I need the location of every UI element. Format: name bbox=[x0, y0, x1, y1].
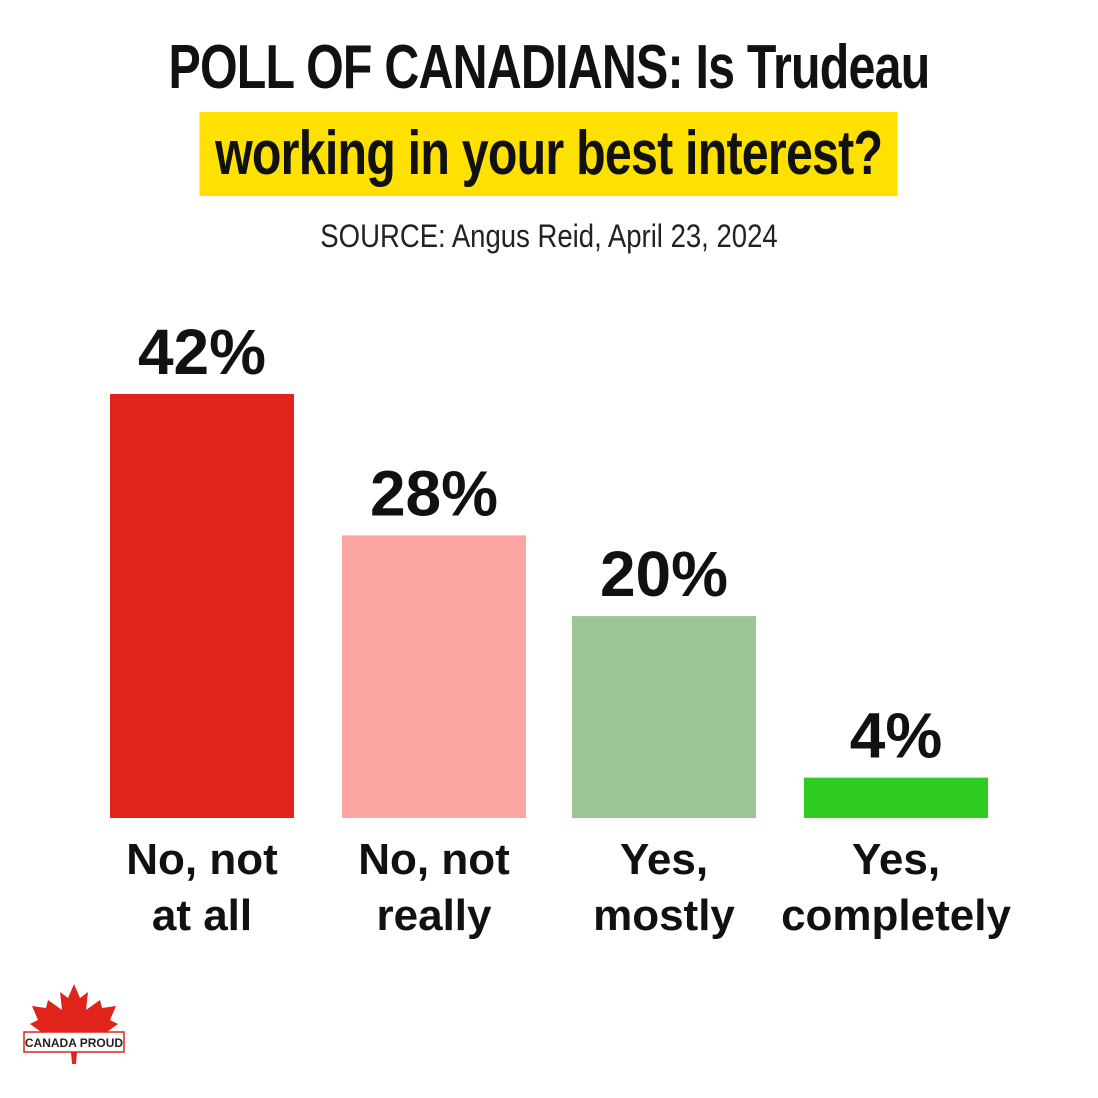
maple-leaf-stem bbox=[71, 1052, 77, 1064]
category-label-no-not-really-line-2: really bbox=[377, 891, 493, 940]
category-label-no-not-at-all-line-2: at all bbox=[152, 891, 252, 940]
bar-yes-completely bbox=[804, 777, 988, 818]
value-label-no-not-at-all: 42% bbox=[138, 316, 266, 388]
category-label-yes-mostly-line-1: Yes, bbox=[620, 835, 708, 884]
category-label-no-not-at-all-line-1: No, not bbox=[126, 835, 278, 884]
value-label-yes-mostly: 20% bbox=[600, 538, 728, 610]
canada-proud-logo: CANADA PROUD bbox=[23, 984, 125, 1064]
bar-yes-mostly bbox=[572, 616, 756, 818]
maple-leaf-icon bbox=[30, 984, 118, 1034]
value-label-no-not-really: 28% bbox=[370, 457, 498, 529]
category-label-yes-completely-line-1: Yes, bbox=[852, 835, 940, 884]
title-line-2: working in your best interest? bbox=[199, 112, 899, 196]
logo-text: CANADA PROUD bbox=[25, 1036, 124, 1050]
source-note: SOURCE: Angus Reid, April 23, 2024 bbox=[320, 218, 778, 254]
category-label-yes-mostly-line-2: mostly bbox=[593, 891, 735, 940]
bar-no-not-at-all bbox=[110, 394, 294, 818]
bar-no-not-really bbox=[342, 535, 526, 818]
category-label-no-not-really-line-1: No, not bbox=[358, 835, 510, 884]
category-label-yes-completely-line-2: completely bbox=[781, 891, 1011, 940]
title-line-2-highlight: working in your best interest? bbox=[0, 112, 1098, 196]
value-label-yes-completely: 4% bbox=[850, 700, 943, 772]
title-line-1: POLL OF CANADIANS: Is Trudeau bbox=[168, 33, 930, 102]
